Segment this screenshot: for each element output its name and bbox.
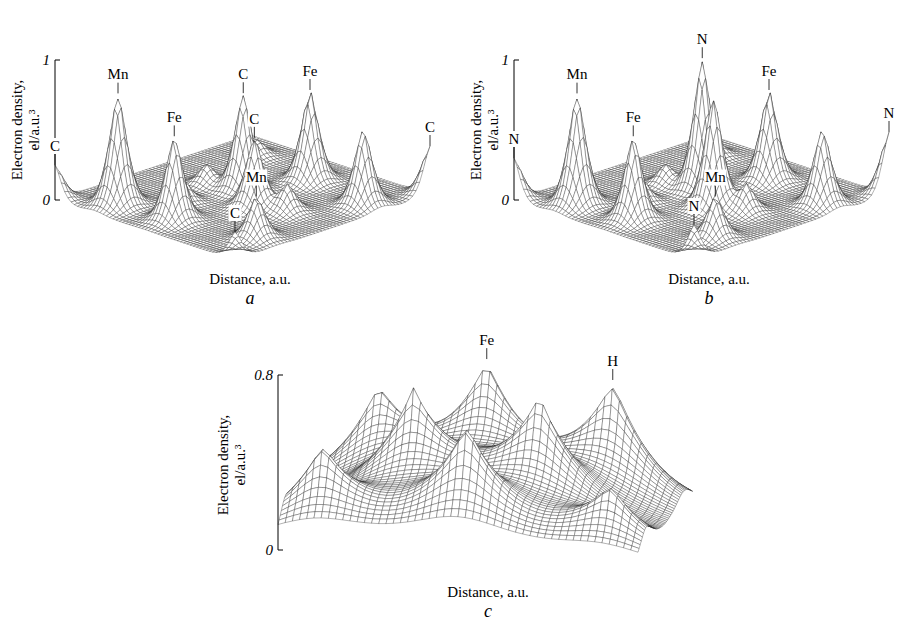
- svg-text:Electron density,: Electron density,: [9, 80, 25, 181]
- svg-text:Distance, a.u.: Distance, a.u.: [209, 271, 291, 287]
- svg-text:Fe: Fe: [479, 332, 494, 348]
- svg-text:H: H: [607, 353, 618, 369]
- svg-text:N: N: [689, 198, 700, 214]
- svg-text:C: C: [249, 111, 259, 127]
- svg-text:0.8: 0.8: [254, 367, 273, 383]
- svg-text:1: 1: [502, 52, 510, 68]
- svg-text:Mn: Mn: [705, 169, 726, 185]
- svg-text:el/a.u.³: el/a.u.³: [232, 444, 248, 486]
- svg-text:Fe: Fe: [762, 63, 777, 79]
- svg-text:0: 0: [43, 192, 51, 208]
- svg-text:Electron density,: Electron density,: [215, 415, 231, 516]
- svg-text:c: c: [484, 601, 492, 621]
- svg-text:0: 0: [502, 192, 510, 208]
- svg-text:Distance, a.u.: Distance, a.u.: [447, 584, 529, 600]
- svg-text:1: 1: [43, 52, 51, 68]
- svg-text:Distance, a.u.: Distance, a.u.: [668, 271, 750, 287]
- svg-text:N: N: [697, 31, 708, 47]
- svg-text:Electron density,: Electron density,: [468, 80, 484, 181]
- svg-text:Fe: Fe: [626, 109, 641, 125]
- svg-text:Fe: Fe: [303, 63, 318, 79]
- svg-text:C: C: [238, 66, 248, 82]
- svg-text:C: C: [230, 205, 240, 221]
- svg-text:Mn: Mn: [246, 169, 267, 185]
- svg-text:b: b: [705, 288, 714, 308]
- svg-text:Fe: Fe: [167, 109, 182, 125]
- svg-text:Mn: Mn: [108, 66, 129, 82]
- svg-text:Mn: Mn: [567, 66, 588, 82]
- svg-text:N: N: [884, 105, 895, 121]
- svg-text:C: C: [425, 119, 435, 135]
- svg-text:el/a.u.³: el/a.u.³: [26, 109, 42, 151]
- svg-text:a: a: [246, 288, 255, 308]
- svg-text:0: 0: [266, 542, 274, 558]
- svg-text:N: N: [509, 131, 520, 147]
- svg-text:C: C: [50, 138, 60, 154]
- svg-text:el/a.u.³: el/a.u.³: [485, 109, 501, 151]
